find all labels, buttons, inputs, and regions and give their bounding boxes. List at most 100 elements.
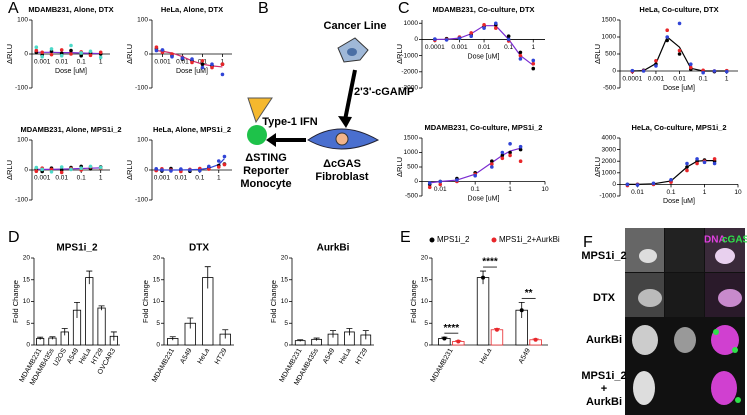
micronucleus xyxy=(732,347,738,353)
point xyxy=(482,26,486,30)
point xyxy=(677,52,682,56)
point xyxy=(695,161,699,166)
error-bar xyxy=(98,305,105,311)
panel-label: E xyxy=(400,229,411,246)
x-tick-label: MDAMB231 xyxy=(430,347,455,383)
point xyxy=(88,49,93,54)
node-label: Monocyte xyxy=(240,178,291,190)
point xyxy=(518,57,523,61)
y-tick-label: -1000 xyxy=(401,52,418,59)
x-tick-label: 0.001 xyxy=(34,59,51,66)
node-label: ΔSTING xyxy=(245,152,287,164)
point xyxy=(69,48,73,53)
x-tick-label: 10 xyxy=(541,186,549,193)
y-tick-label: 1500 xyxy=(404,135,419,142)
y-tick-label: 15 xyxy=(153,276,161,283)
point xyxy=(506,34,511,38)
point xyxy=(651,181,656,186)
point xyxy=(88,164,93,169)
point xyxy=(200,62,205,66)
point xyxy=(677,48,682,53)
point xyxy=(207,164,211,169)
error-bar xyxy=(74,301,80,319)
y-tick-label: 500 xyxy=(605,51,616,58)
x-tick-label: 0.001 xyxy=(154,59,171,66)
point xyxy=(518,159,523,163)
x-tick-label: 0.01 xyxy=(176,59,189,66)
point xyxy=(34,45,39,49)
error-bar xyxy=(187,317,194,329)
y-tick-label: 3000 xyxy=(602,146,617,153)
point xyxy=(490,165,494,169)
point xyxy=(695,157,699,161)
row-label: DTX xyxy=(593,292,616,304)
panel-label: B xyxy=(258,0,269,17)
chart-title: MDAMB231, Co-culture, DTX xyxy=(432,5,534,14)
point xyxy=(34,48,39,53)
point xyxy=(170,54,174,59)
y-tick-label: 500 xyxy=(407,164,418,171)
nucleus xyxy=(711,371,737,405)
point xyxy=(88,53,93,58)
reporter-triangle xyxy=(247,97,273,124)
point xyxy=(500,150,505,155)
error-bar xyxy=(330,330,336,338)
panel-label: A xyxy=(8,0,19,17)
y-axis-label: ΔRLU xyxy=(125,44,134,64)
y-tick-label: 20 xyxy=(23,255,31,262)
point xyxy=(531,58,536,63)
error-bar xyxy=(110,331,117,341)
y-tick-label: -100 xyxy=(15,197,28,204)
point xyxy=(506,37,511,42)
point xyxy=(220,62,225,66)
x-axis-label: Dose [uM] xyxy=(176,68,208,75)
arrowhead xyxy=(266,133,276,147)
point xyxy=(69,43,73,48)
panel-label: C xyxy=(398,0,410,17)
point xyxy=(190,60,194,65)
point xyxy=(40,167,44,172)
point xyxy=(210,62,214,66)
point xyxy=(427,181,432,185)
x-axis-label: Dose [uM] xyxy=(468,53,500,60)
y-axis-label: ΔRLU xyxy=(395,44,404,64)
y-tick-label: 20 xyxy=(421,255,429,262)
point xyxy=(49,47,54,51)
point xyxy=(701,70,705,75)
point xyxy=(69,52,73,56)
y-tick-label: -500 xyxy=(405,193,418,200)
point xyxy=(469,34,474,38)
x-axis-label: Dose [uM] xyxy=(55,68,87,75)
point xyxy=(625,182,630,187)
y-tick-label: -1000 xyxy=(599,193,616,200)
nucleus xyxy=(633,371,655,405)
point xyxy=(180,56,185,60)
point xyxy=(665,38,669,43)
point xyxy=(216,159,221,163)
point xyxy=(482,23,486,27)
x-tick-label: 1 xyxy=(99,59,103,66)
point xyxy=(508,142,512,146)
error-bar xyxy=(204,266,211,289)
point xyxy=(455,178,459,182)
nucleus xyxy=(715,248,735,264)
chart-title: HeLa, Alone, DTX xyxy=(161,5,223,14)
row-label: AurkBi xyxy=(586,334,622,346)
y-tick-label: 0 xyxy=(612,68,616,75)
error-bar xyxy=(61,328,68,336)
nucleus xyxy=(639,249,657,263)
y-tick-label: 1000 xyxy=(404,20,419,27)
point xyxy=(490,162,494,166)
y-axis-label: ΔRLU xyxy=(593,44,602,64)
nucleus xyxy=(632,325,658,355)
point xyxy=(531,61,536,66)
point xyxy=(508,150,512,155)
point xyxy=(518,147,523,152)
point xyxy=(531,66,536,71)
y-tick-label: -500 xyxy=(603,85,616,92)
point xyxy=(169,169,173,173)
point xyxy=(442,336,447,341)
point xyxy=(635,183,640,187)
point xyxy=(519,308,524,313)
significance: **** xyxy=(444,323,460,334)
